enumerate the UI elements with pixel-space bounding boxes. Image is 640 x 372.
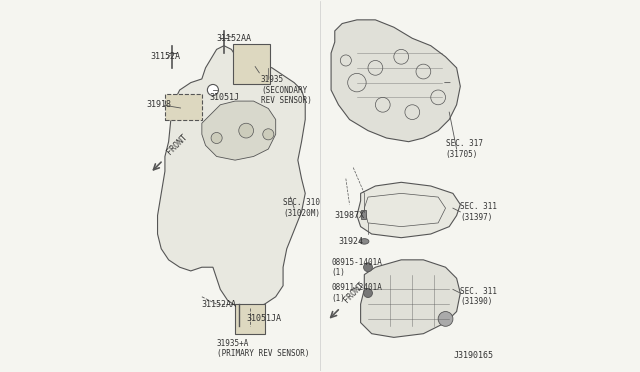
Text: 31051J: 31051J [209, 93, 239, 102]
Text: 08915-1401A
(1): 08915-1401A (1) [331, 257, 382, 277]
Polygon shape [157, 46, 305, 308]
Circle shape [211, 132, 222, 144]
Bar [360, 210, 366, 219]
FancyBboxPatch shape [165, 94, 202, 119]
Circle shape [364, 289, 372, 298]
Circle shape [207, 84, 218, 96]
Polygon shape [357, 182, 460, 238]
Text: 31152AA: 31152AA [216, 34, 252, 43]
Text: 31924: 31924 [339, 237, 364, 246]
Text: SEC. 317
(31705): SEC. 317 (31705) [445, 140, 483, 159]
Polygon shape [202, 101, 276, 160]
Text: 31152AA: 31152AA [202, 300, 237, 309]
Text: FRONT: FRONT [342, 280, 366, 304]
Text: 31918: 31918 [147, 100, 172, 109]
Text: 31987X: 31987X [335, 211, 365, 220]
Text: 08911-2401A
(1): 08911-2401A (1) [331, 283, 382, 303]
Text: 31152A: 31152A [150, 52, 180, 61]
FancyBboxPatch shape [235, 304, 264, 334]
Text: 31051JA: 31051JA [246, 314, 281, 323]
Text: SEC. 310
(31020M): SEC. 310 (31020M) [283, 198, 320, 218]
Text: FRONT: FRONT [165, 132, 189, 157]
Circle shape [364, 263, 372, 272]
Circle shape [239, 123, 253, 138]
Polygon shape [331, 20, 460, 142]
Text: 31935
(SECONDARY
REV SENSOR): 31935 (SECONDARY REV SENSOR) [261, 75, 312, 105]
Circle shape [438, 311, 453, 326]
Text: J3190165: J3190165 [454, 350, 493, 359]
Text: 31935+A
(PRIMARY REV SENSOR): 31935+A (PRIMARY REV SENSOR) [216, 339, 309, 358]
Circle shape [263, 129, 274, 140]
Text: SEC. 311
(31390): SEC. 311 (31390) [460, 287, 497, 307]
FancyBboxPatch shape [233, 44, 270, 84]
Ellipse shape [360, 238, 369, 244]
Text: SEC. 311
(31397): SEC. 311 (31397) [460, 202, 497, 222]
Polygon shape [360, 260, 460, 337]
